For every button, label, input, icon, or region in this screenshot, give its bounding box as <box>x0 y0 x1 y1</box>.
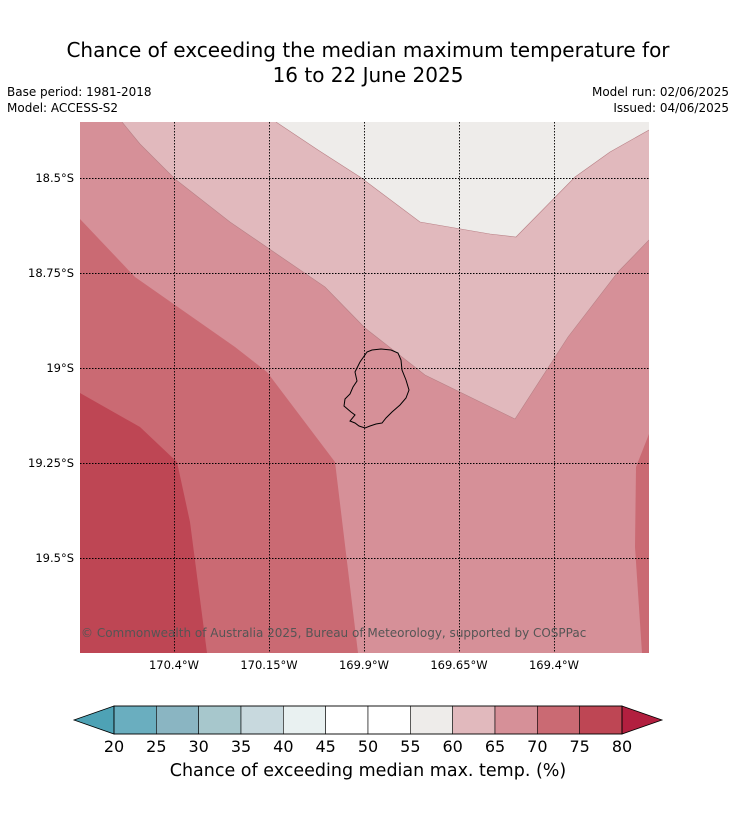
colorbar-cell-45-50 <box>325 705 369 735</box>
colorbar-cell-35-40 <box>240 705 284 735</box>
zone-boundary-outline <box>121 122 649 420</box>
colorbar-cell-50-55 <box>367 705 411 735</box>
colorbar-tick-80: 80 <box>611 737 633 756</box>
model-name: Model: ACCESS-S2 <box>7 101 119 115</box>
chart-title: Chance of exceeding the median maximum t… <box>0 38 736 88</box>
colorbar-tick-65: 65 <box>484 737 506 756</box>
issued-date: Issued: 04/06/2025 <box>613 101 729 115</box>
colorbar-tick-70: 70 <box>527 737 548 756</box>
colorbar-cell-20-25 <box>113 705 157 735</box>
forecast-map <box>80 122 649 653</box>
colorbar-tick-20: 20 <box>103 737 125 756</box>
colorbar-tick-40: 40 <box>273 737 294 756</box>
lon-label-169.9W: 169.9°W <box>338 658 390 672</box>
colorbar-tick-55: 55 <box>400 737 421 756</box>
lon-label-170.15W: 170.15°W <box>240 658 298 672</box>
lat-label-18.75S: 18.75°S <box>28 266 74 280</box>
lon-label-169.4W: 169.4°W <box>528 658 580 672</box>
zone-75-80 <box>80 393 207 653</box>
colorbar-cell-25-30 <box>156 705 199 735</box>
lat-label-19S: 19°S <box>46 361 74 375</box>
title-line-1: Chance of exceeding the median maximum t… <box>66 38 670 62</box>
colorbar-under-arrow <box>72 705 115 735</box>
zone-boundary-outline-2 <box>275 122 649 238</box>
colorbar-cell-75-80 <box>579 705 623 735</box>
colorbar-tick-35: 35 <box>230 737 252 756</box>
meta-right: Model run: 02/06/2025 Issued: 04/06/2025 <box>592 84 729 116</box>
colorbar-tick-30: 30 <box>188 737 209 756</box>
lon-label-170.4W: 170.4°W <box>148 658 200 672</box>
copyright-credit: © Commonwealth of Australia 2025, Bureau… <box>81 626 587 640</box>
colorbar-cell-65-70 <box>494 705 538 735</box>
colorbar-tick-60: 60 <box>442 737 463 756</box>
base-period: Base period: 1981-2018 <box>7 85 152 99</box>
colorbar-tick-75: 75 <box>569 737 590 756</box>
lon-label-169.65W: 169.65°W <box>430 658 488 672</box>
zone-55-60 <box>276 122 649 237</box>
colorbar-cell-30-35 <box>198 705 242 735</box>
lat-label-19.5S: 19.5°S <box>35 551 74 565</box>
zone-70-75-east <box>635 434 649 653</box>
meta-left: Base period: 1981-2018 Model: ACCESS-S2 <box>7 84 152 116</box>
colorbar-over-arrow <box>621 705 664 735</box>
colorbar <box>72 705 664 735</box>
colorbar-cell-40-45 <box>283 705 326 735</box>
colorbar-tick-45: 45 <box>315 737 336 756</box>
colorbar-tick-50: 50 <box>357 737 379 756</box>
colorbar-frame <box>113 705 623 735</box>
colorbar-cell-55-60 <box>410 705 453 735</box>
colorbar-cell-70-75 <box>537 705 580 735</box>
lat-label-18.5S: 18.5°S <box>35 171 74 185</box>
colorbar-title: Chance of exceeding median max. temp. (%… <box>169 761 567 781</box>
lat-label-19.25S: 19.25°S <box>28 456 74 470</box>
colorbar-cell-60-65 <box>452 705 496 735</box>
colorbar-tick-25: 25 <box>146 737 167 756</box>
gridlines <box>80 122 649 653</box>
title-line-2: 16 to 22 June 2025 <box>272 63 464 87</box>
model-run: Model run: 02/06/2025 <box>591 85 729 99</box>
niue-island-coastline <box>343 348 410 429</box>
